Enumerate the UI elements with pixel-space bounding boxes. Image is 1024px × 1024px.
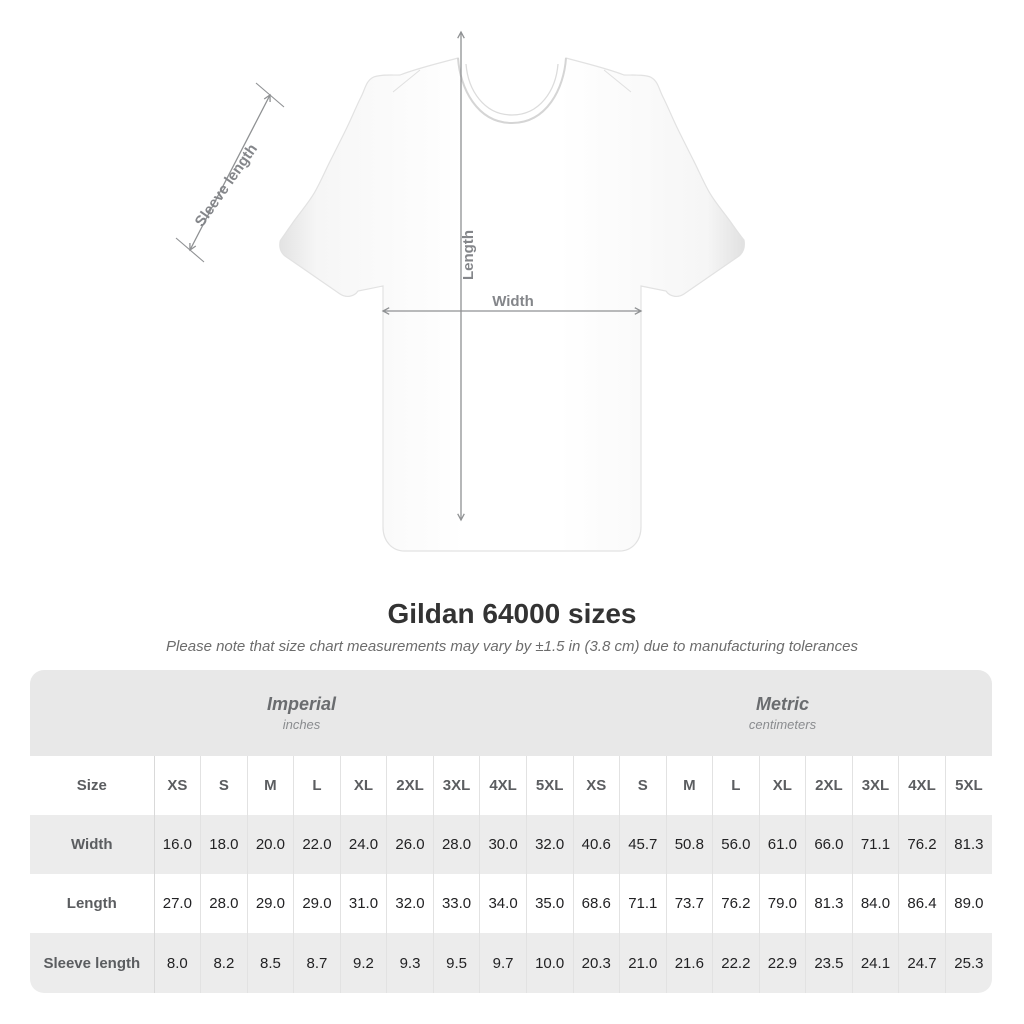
svg-text:Length: Length	[460, 230, 477, 280]
svg-text:Sleeve length: Sleeve length	[192, 141, 261, 230]
svg-text:Width: Width	[492, 293, 534, 310]
